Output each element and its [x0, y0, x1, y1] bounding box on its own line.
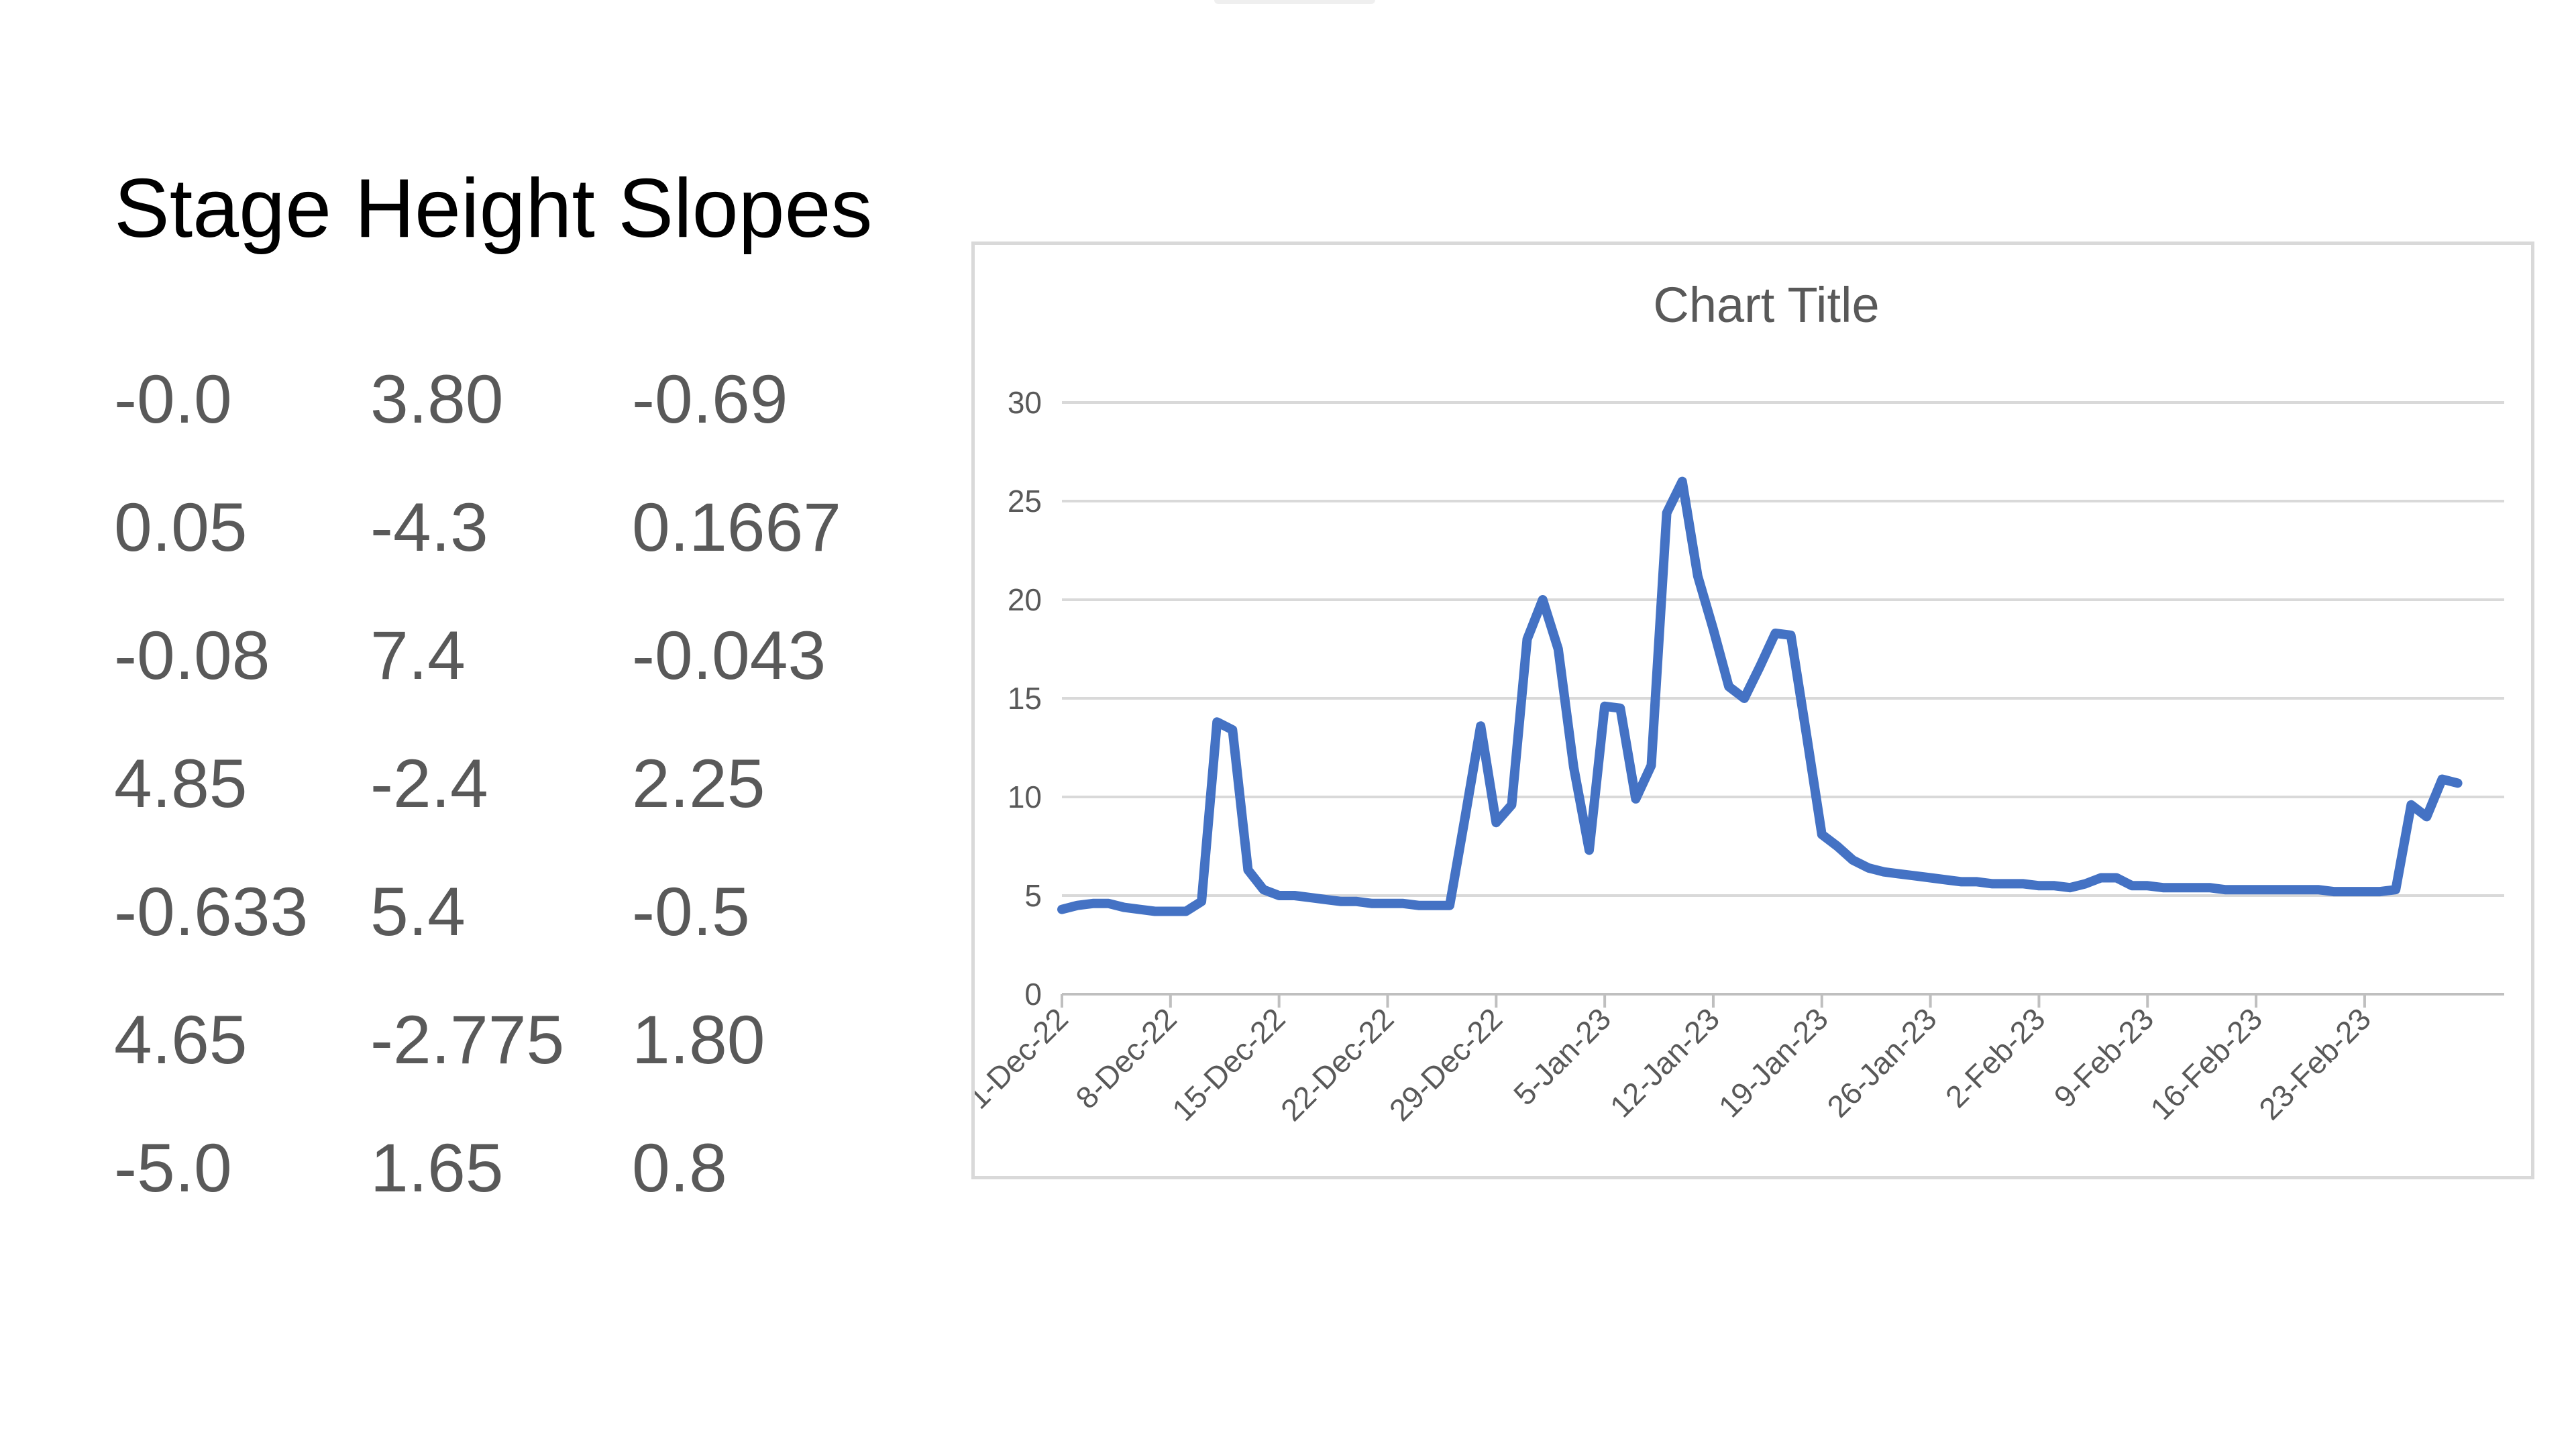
- slope-value: 1.80: [632, 1002, 765, 1078]
- x-axis-labels: 1-Dec-228-Dec-2215-Dec-2222-Dec-2229-Dec…: [975, 1001, 2377, 1128]
- y-tick-label: 30: [1008, 385, 1042, 420]
- y-tick-label: 0: [1024, 977, 1042, 1012]
- series-line: [1057, 476, 2463, 916]
- y-tick-label: 25: [1008, 484, 1042, 519]
- y-tick-label: 5: [1024, 878, 1042, 913]
- x-tick-label: 29-Dec-22: [1383, 1001, 1509, 1128]
- x-tick-label: 2-Feb-23: [1939, 1001, 2052, 1114]
- slope-value: 3.80: [370, 361, 504, 437]
- y-tick-label: 15: [1008, 681, 1042, 716]
- slope-value: -5.0: [114, 1130, 232, 1206]
- x-axis: [1061, 993, 2504, 1008]
- slope-value: 7.4: [370, 617, 466, 694]
- plot-series: [1057, 476, 2463, 916]
- x-tick-label: 8-Dec-22: [1069, 1001, 1183, 1116]
- slope-value: 0.8: [632, 1130, 727, 1206]
- slope-value: -0.633: [114, 873, 309, 950]
- slope-value: -0.0: [114, 361, 232, 437]
- slope-value: -2.4: [370, 745, 488, 822]
- slope-value: 0.1667: [632, 489, 841, 566]
- chart-title: Chart Title: [1653, 277, 1879, 333]
- x-tick-label: 1-Dec-22: [975, 1001, 1075, 1116]
- x-tick-label: 22-Dec-22: [1274, 1001, 1401, 1128]
- slope-value: 2.25: [632, 745, 765, 822]
- slope-value: -2.775: [370, 1002, 565, 1078]
- slope-value: -4.3: [370, 489, 488, 566]
- slope-value: 1.65: [370, 1130, 504, 1206]
- x-tick-label: 12-Jan-23: [1603, 1001, 1726, 1124]
- slope-value: 4.65: [114, 1002, 248, 1078]
- x-tick-label: 9-Feb-23: [2047, 1001, 2161, 1114]
- x-tick-label: 23-Feb-23: [2252, 1001, 2377, 1126]
- slope-value: -0.69: [632, 361, 788, 437]
- window-top-tab[interactable]: [1214, 0, 1375, 4]
- x-tick-label: 19-Jan-23: [1712, 1001, 1835, 1124]
- gridlines: [1062, 401, 2504, 897]
- slope-value: 5.4: [370, 873, 466, 950]
- line-chart: Chart Title 0 5 10 15 20 25 30 1-Dec-228-Dec-2…: [975, 277, 2504, 1128]
- y-axis-labels: 0 5 10 15 20 25 30: [1008, 385, 1042, 1012]
- slopes-table: -0.0 3.80 -0.69 0.05 -4.3 0.1667 -0.08 7…: [114, 349, 900, 1246]
- x-tick-label: 5-Jan-23: [1507, 1001, 1617, 1112]
- y-tick-label: 10: [1008, 780, 1042, 814]
- slide-title: Stage Height Slopes: [114, 162, 873, 255]
- slope-value: 0.05: [114, 489, 248, 566]
- chart-area[interactable]: Chart Title 0 5 10 15 20 25 30 1-Dec-22 8-Dec-2…: [971, 241, 2534, 1179]
- slope-value: -0.043: [632, 617, 826, 694]
- slope-value: -0.5: [632, 873, 750, 950]
- x-tick-label: 16-Feb-23: [2143, 1001, 2269, 1126]
- y-tick-label: 20: [1008, 582, 1042, 617]
- slope-value: 4.85: [114, 745, 248, 822]
- slope-value: -0.08: [114, 617, 270, 694]
- x-tick-label: 15-Dec-22: [1165, 1001, 1292, 1128]
- x-tick-label: 26-Jan-23: [1820, 1001, 1943, 1124]
